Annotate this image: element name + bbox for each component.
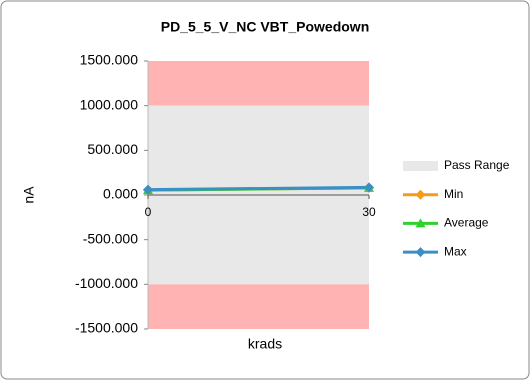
marker bbox=[415, 189, 426, 200]
y-tick-label: 1500.000 bbox=[80, 52, 139, 68]
y-tick-label: 500.000 bbox=[87, 141, 138, 157]
y-tick-label: 1000.000 bbox=[80, 96, 139, 112]
series-line bbox=[147, 185, 370, 192]
marker bbox=[415, 218, 426, 228]
fail-band bbox=[148, 284, 369, 329]
y-axis-label: nA bbox=[21, 186, 37, 204]
legend-label: Pass Range bbox=[444, 158, 510, 172]
legend-swatch bbox=[403, 161, 438, 171]
x-tick-label: 0 bbox=[145, 205, 152, 219]
x-axis-label: krads bbox=[248, 336, 282, 352]
marker bbox=[143, 184, 153, 195]
legend-label: Min bbox=[444, 187, 463, 201]
x-tick-label: 30 bbox=[362, 205, 376, 219]
fail-band bbox=[148, 61, 369, 106]
legend-label: Max bbox=[444, 244, 467, 258]
marker bbox=[364, 182, 374, 193]
y-tick-label: -1500.000 bbox=[75, 320, 138, 336]
y-tick-label: -1000.000 bbox=[75, 275, 138, 291]
marker bbox=[415, 247, 426, 258]
legend-label: Average bbox=[444, 216, 489, 230]
chart-title: PD_5_5_V_NC VBT_Powedown bbox=[161, 19, 370, 35]
y-tick-label: 0.000 bbox=[103, 186, 138, 202]
y-tick-label: -500.000 bbox=[83, 230, 138, 246]
